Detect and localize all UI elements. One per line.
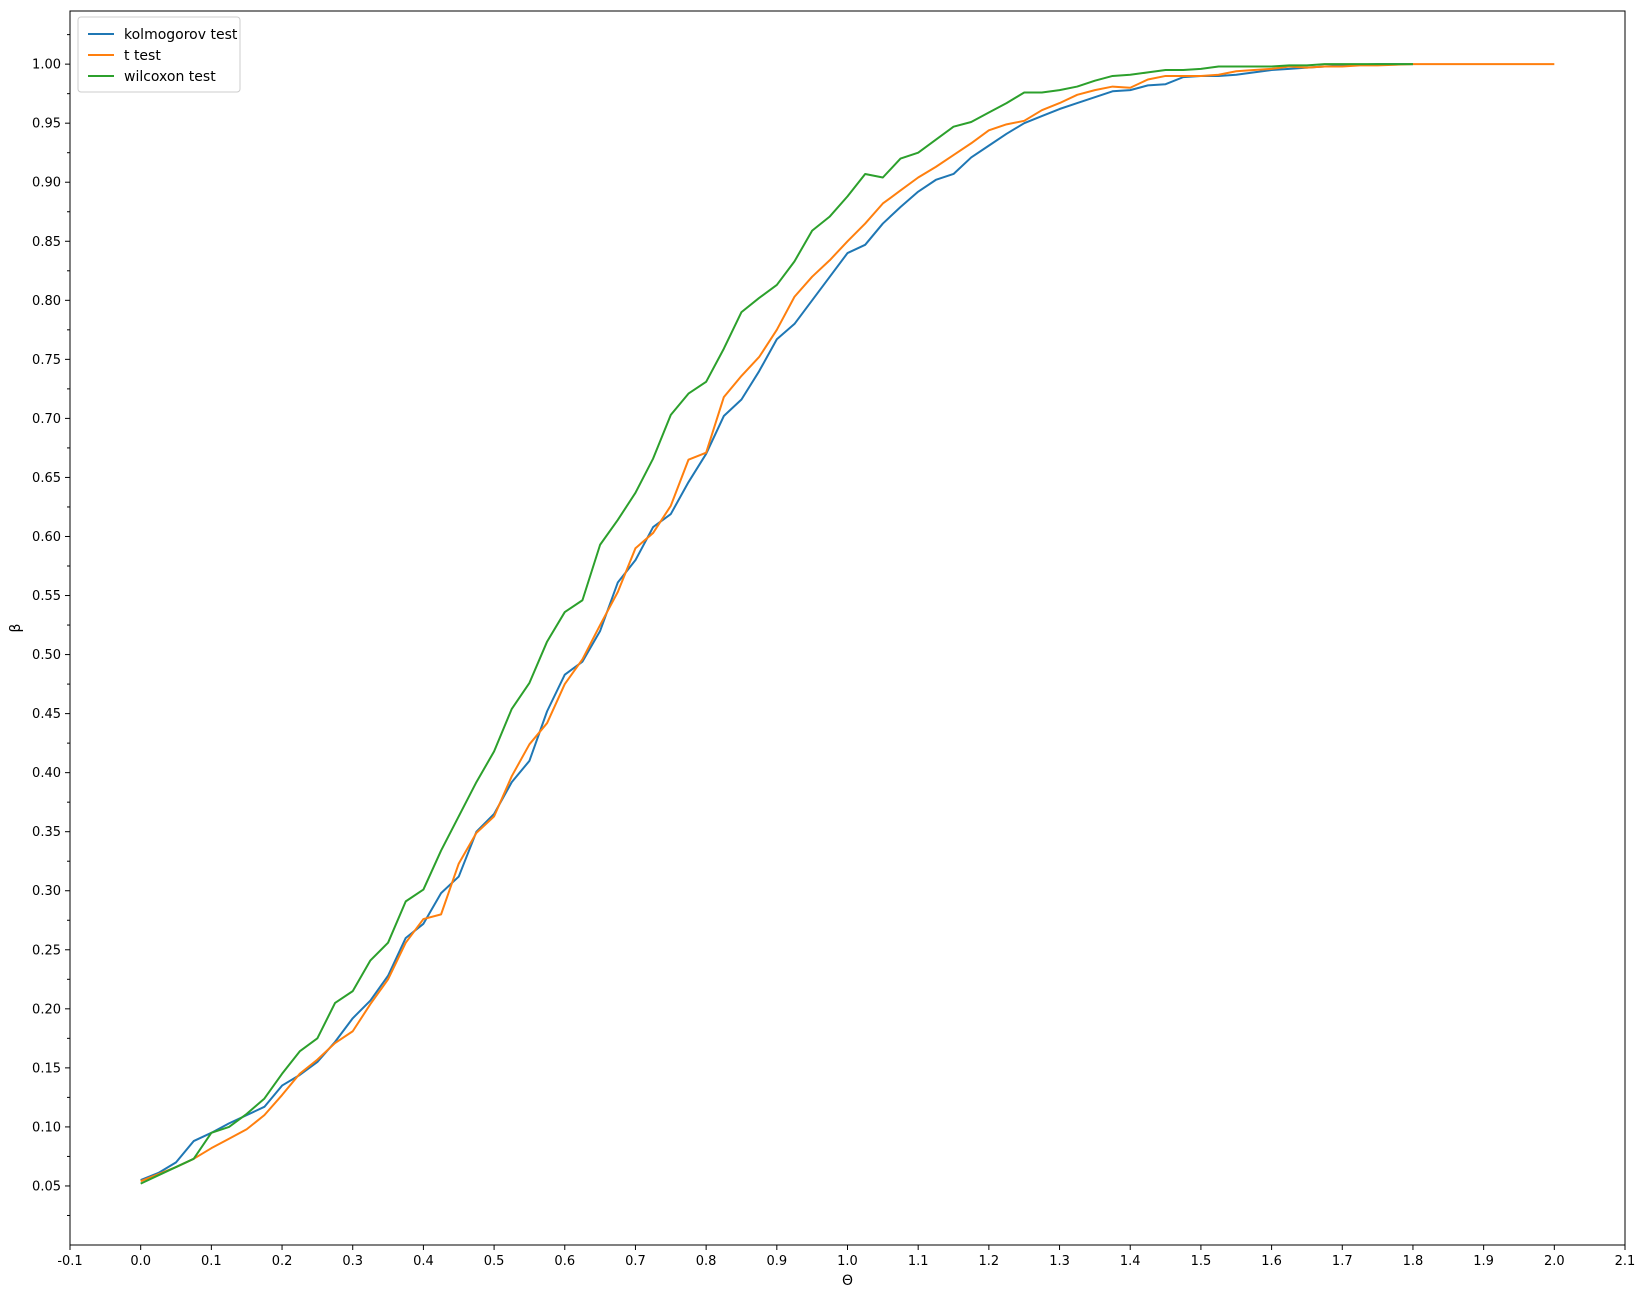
x-tick-label: 0.1 [201, 1254, 222, 1269]
y-tick-label: 0.45 [32, 707, 61, 722]
x-tick-label: 1.6 [1261, 1254, 1282, 1269]
y-tick-label: 0.55 [32, 589, 61, 604]
x-tick-label: 0.8 [696, 1254, 717, 1269]
y-tick-label: 0.85 [32, 235, 61, 250]
x-tick-label: 0.0 [130, 1254, 151, 1269]
y-tick-label: 0.90 [32, 176, 61, 191]
y-tick-label: 0.40 [32, 766, 61, 781]
x-tick-label: 0.6 [554, 1254, 575, 1269]
legend-label: wilcoxon test [124, 69, 216, 85]
y-tick-label: 0.60 [32, 530, 61, 545]
legend-label: kolmogorov test [124, 27, 238, 43]
y-tick-label: 0.05 [32, 1179, 61, 1194]
x-tick-label: 0.7 [625, 1254, 646, 1269]
x-axis-ticks: -0.1 0.0 0.1 0.2 0.3 0.4 0.5 0.6 0.7 0.8 0.9 1.0 1.1… [57, 1245, 1635, 1269]
x-tick-label: 0.3 [342, 1254, 363, 1269]
series-layer [140, 63, 1555, 1185]
series-line-t-test [140, 63, 1555, 1183]
x-axis-label: Θ [842, 1273, 853, 1289]
x-tick-label: 0.9 [766, 1254, 787, 1269]
legend-label: t test [124, 48, 161, 64]
y-tick-label: 0.65 [32, 471, 61, 486]
x-tick-label: 1.8 [1403, 1254, 1424, 1269]
y-tick-label: 0.20 [32, 1002, 61, 1017]
legend-box [77, 16, 241, 93]
x-tick-label: 1.3 [1049, 1254, 1070, 1269]
y-axis-label: β [8, 624, 24, 633]
legend: kolmogorov test t test wilcoxon test [77, 16, 241, 93]
y-tick-label: 1.00 [32, 58, 61, 73]
y-tick-label: 0.10 [32, 1120, 61, 1135]
x-tick-label: 1.1 [908, 1254, 929, 1269]
x-tick-label: 1.4 [1120, 1254, 1141, 1269]
x-tick-label: 2.1 [1615, 1254, 1636, 1269]
y-axis-ticks: 0.05 0.10 0.15 0.20 0.25 0.30 0.35 0.40 0.45 0.50… [32, 34, 70, 1216]
y-tick-label: 0.95 [32, 117, 61, 132]
axes-frame [69, 10, 1626, 1246]
y-tick-label: 0.30 [32, 884, 61, 899]
series-line-wilcoxon-test [140, 63, 1413, 1185]
y-tick-label: 0.35 [32, 825, 61, 840]
x-tick-label: 1.9 [1473, 1254, 1494, 1269]
x-tick-label: 1.5 [1191, 1254, 1212, 1269]
y-tick-label: 0.80 [32, 294, 61, 309]
x-tick-label: 1.7 [1332, 1254, 1353, 1269]
y-tick-label: 0.25 [32, 943, 61, 958]
x-tick-label: 0.4 [413, 1254, 434, 1269]
x-tick-label: 1.0 [837, 1254, 858, 1269]
y-tick-label: 0.50 [32, 648, 61, 663]
x-tick-label: 0.2 [272, 1254, 293, 1269]
x-tick-label: 0.5 [484, 1254, 505, 1269]
y-tick-label: 0.75 [32, 353, 61, 368]
x-tick-label: -0.1 [57, 1254, 82, 1269]
y-tick-label: 0.70 [32, 412, 61, 427]
x-tick-label: 2.0 [1544, 1254, 1565, 1269]
x-tick-label: 1.2 [979, 1254, 1000, 1269]
y-tick-label: 0.15 [32, 1061, 61, 1076]
